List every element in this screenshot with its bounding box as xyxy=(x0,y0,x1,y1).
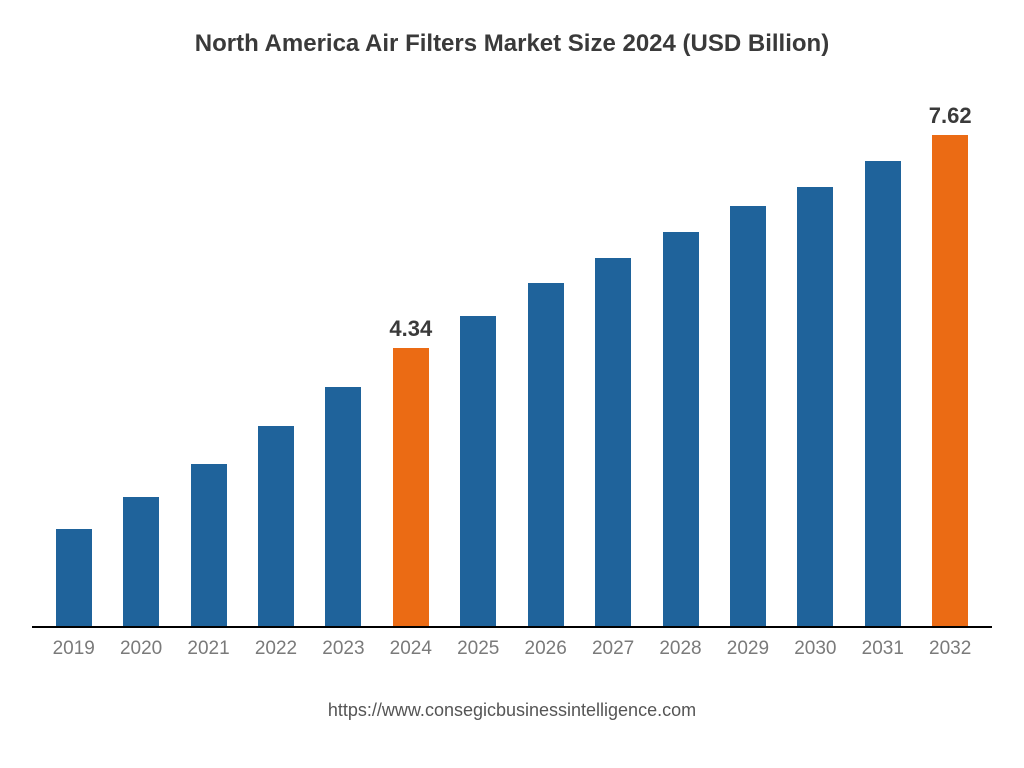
x-tick: 2028 xyxy=(647,638,714,660)
bar-slot xyxy=(107,98,174,626)
x-tick: 2019 xyxy=(40,638,107,660)
x-tick: 2027 xyxy=(579,638,646,660)
bar xyxy=(123,497,159,626)
x-tick: 2020 xyxy=(107,638,174,660)
bar-slot xyxy=(647,98,714,626)
plot-area: 4.34 7.62 xyxy=(32,98,992,628)
x-tick: 2024 xyxy=(377,638,444,660)
bar xyxy=(393,348,429,626)
bar-slot xyxy=(242,98,309,626)
bar-slot: 7.62 xyxy=(916,98,983,626)
x-tick: 2025 xyxy=(445,638,512,660)
bar-slot xyxy=(849,98,916,626)
bar xyxy=(325,387,361,626)
bar-slot xyxy=(175,98,242,626)
source-link: https://www.consegicbusinessintelligence… xyxy=(30,700,994,721)
bar-slot xyxy=(445,98,512,626)
bar-slot xyxy=(40,98,107,626)
bar-slot xyxy=(782,98,849,626)
bar xyxy=(797,187,833,627)
x-tick: 2021 xyxy=(175,638,242,660)
x-tick: 2029 xyxy=(714,638,781,660)
bar-slot xyxy=(579,98,646,626)
x-tick: 2030 xyxy=(782,638,849,660)
x-axis: 2019202020212022202320242025202620272028… xyxy=(32,638,992,660)
x-tick: 2032 xyxy=(916,638,983,660)
bar-slot xyxy=(512,98,579,626)
bar xyxy=(595,258,631,626)
x-tick: 2031 xyxy=(849,638,916,660)
bar xyxy=(56,529,92,626)
chart-container: North America Air Filters Market Size 20… xyxy=(0,0,1024,768)
bar-slot xyxy=(310,98,377,626)
bar xyxy=(663,232,699,626)
x-tick: 2023 xyxy=(310,638,377,660)
bar xyxy=(932,135,968,626)
bar xyxy=(258,426,294,626)
bar xyxy=(865,161,901,626)
bar xyxy=(730,206,766,626)
bar-slot: 4.34 xyxy=(377,98,444,626)
bar xyxy=(191,464,227,626)
bar xyxy=(528,283,564,626)
bar xyxy=(460,316,496,626)
bar-value-label: 7.62 xyxy=(916,103,983,129)
x-tick: 2026 xyxy=(512,638,579,660)
bars-group: 4.34 7.62 xyxy=(32,98,992,626)
chart-title: North America Air Filters Market Size 20… xyxy=(30,30,994,58)
x-tick: 2022 xyxy=(242,638,309,660)
bar-value-label: 4.34 xyxy=(377,316,444,342)
bar-slot xyxy=(714,98,781,626)
